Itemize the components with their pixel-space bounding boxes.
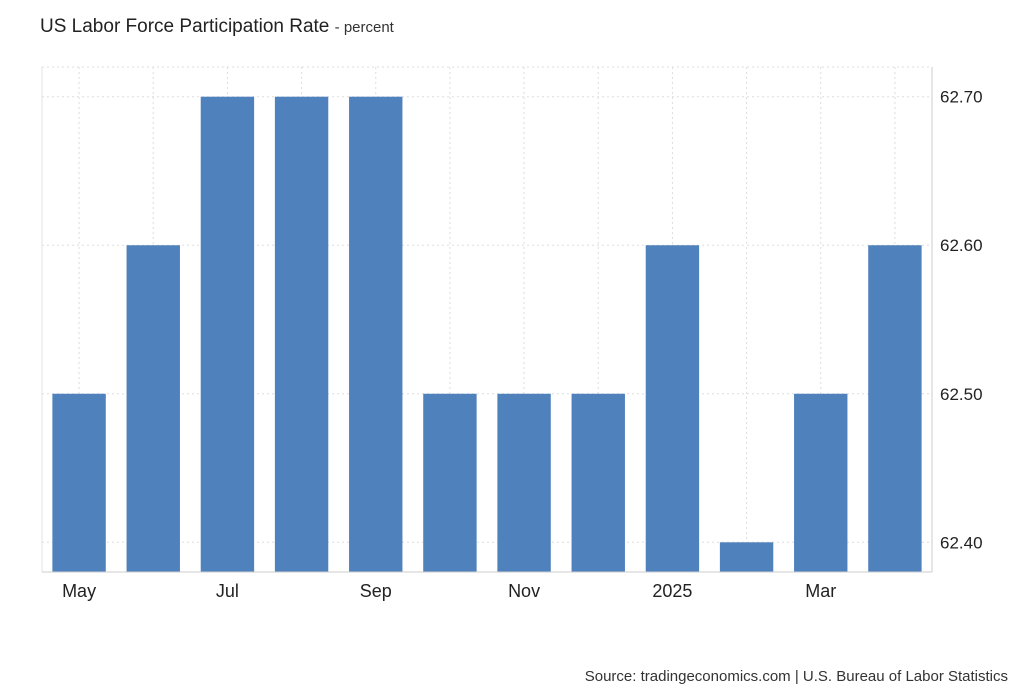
bar-apr xyxy=(868,245,922,572)
x-axis: May Jul Sep Nov 2025 Mar xyxy=(62,581,836,601)
x-tick-label: May xyxy=(62,581,96,601)
bar-2025 xyxy=(645,245,700,572)
x-tick-label: Nov xyxy=(508,581,540,601)
source-note: Source: tradingeconomics.com | U.S. Bure… xyxy=(584,668,1008,685)
x-tick-label: Sep xyxy=(360,581,392,601)
bars xyxy=(52,96,922,573)
y-tick-label: 62.50 xyxy=(940,385,983,404)
x-tick-label: 2025 xyxy=(652,581,692,601)
bar-dec xyxy=(571,393,625,572)
y-tick-label: 62.70 xyxy=(940,88,983,107)
bar-nov xyxy=(497,393,551,572)
bar-jun xyxy=(126,245,180,572)
y-tick-label: 62.40 xyxy=(940,533,983,552)
bar-feb xyxy=(719,542,774,572)
chart-title: US Labor Force Participation Rate - perc… xyxy=(40,16,394,38)
bar-oct xyxy=(423,393,477,572)
bar-mar xyxy=(794,393,848,572)
plot-frame xyxy=(41,67,933,573)
bar-may xyxy=(52,393,106,572)
y-tick-label: 62.60 xyxy=(940,236,983,255)
bar-jul xyxy=(200,96,255,573)
x-tick-label: Mar xyxy=(805,581,836,601)
bar-sep xyxy=(349,96,403,573)
bar-aug xyxy=(274,96,329,573)
chart-title-main: US Labor Force Participation Rate xyxy=(40,16,330,37)
chart-subtitle: - percent xyxy=(334,19,394,36)
x-tick-label: Jul xyxy=(216,581,239,601)
y-axis: 62.40 62.50 62.60 62.70 xyxy=(940,88,983,553)
